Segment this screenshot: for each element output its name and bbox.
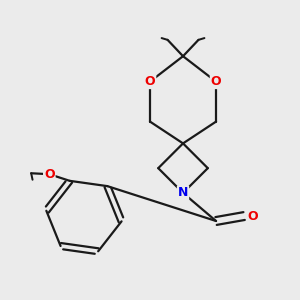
Text: O: O — [211, 75, 221, 88]
Text: O: O — [247, 209, 258, 223]
Text: O: O — [44, 168, 55, 181]
Text: O: O — [145, 75, 155, 88]
Text: N: N — [178, 186, 188, 200]
